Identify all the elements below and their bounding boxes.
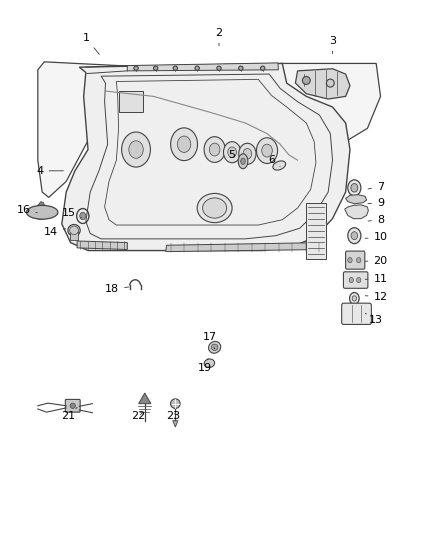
Polygon shape [38, 62, 149, 197]
Ellipse shape [350, 293, 359, 304]
Polygon shape [166, 243, 326, 252]
Ellipse shape [357, 277, 361, 282]
Ellipse shape [203, 198, 226, 218]
Ellipse shape [351, 232, 357, 240]
Ellipse shape [195, 66, 199, 70]
Bar [119, 91, 143, 112]
Ellipse shape [70, 226, 78, 235]
Ellipse shape [262, 144, 272, 157]
Ellipse shape [70, 403, 75, 408]
Text: 16: 16 [16, 205, 37, 215]
Polygon shape [345, 205, 368, 219]
Polygon shape [346, 195, 367, 204]
Ellipse shape [239, 143, 256, 164]
Ellipse shape [204, 359, 215, 368]
Text: 13: 13 [365, 313, 383, 325]
Text: 11: 11 [365, 274, 388, 284]
Text: 22: 22 [131, 411, 145, 422]
Text: 4: 4 [36, 166, 64, 176]
Ellipse shape [357, 257, 361, 263]
Ellipse shape [243, 149, 252, 159]
Ellipse shape [208, 342, 221, 353]
Ellipse shape [348, 180, 361, 196]
FancyBboxPatch shape [65, 399, 80, 412]
Polygon shape [139, 393, 151, 403]
Text: 23: 23 [166, 411, 180, 422]
Ellipse shape [241, 158, 245, 165]
Ellipse shape [129, 141, 143, 158]
Ellipse shape [238, 154, 248, 168]
Text: 14: 14 [44, 227, 66, 237]
Ellipse shape [173, 66, 177, 70]
Ellipse shape [209, 143, 220, 156]
Ellipse shape [352, 296, 357, 301]
Text: 19: 19 [198, 359, 212, 373]
Ellipse shape [349, 277, 353, 282]
Ellipse shape [257, 138, 278, 164]
Text: 5: 5 [229, 150, 241, 161]
Ellipse shape [302, 76, 310, 84]
Text: 10: 10 [365, 232, 388, 243]
Text: 15: 15 [61, 208, 81, 219]
Polygon shape [127, 63, 279, 71]
Ellipse shape [217, 66, 221, 70]
Ellipse shape [326, 79, 334, 87]
Ellipse shape [273, 161, 286, 170]
Ellipse shape [204, 136, 225, 163]
Polygon shape [173, 421, 178, 427]
Polygon shape [295, 69, 350, 99]
Text: 6: 6 [268, 155, 280, 166]
Text: 1: 1 [82, 33, 99, 54]
Ellipse shape [261, 66, 265, 70]
Ellipse shape [134, 66, 138, 70]
Text: 8: 8 [368, 215, 384, 225]
Ellipse shape [122, 132, 150, 167]
Ellipse shape [26, 205, 58, 219]
Text: 3: 3 [329, 36, 336, 54]
Ellipse shape [223, 142, 241, 163]
Text: 9: 9 [368, 198, 384, 208]
Polygon shape [62, 63, 350, 251]
Ellipse shape [348, 257, 352, 263]
Text: 17: 17 [203, 332, 217, 349]
Ellipse shape [212, 344, 218, 351]
Ellipse shape [177, 136, 191, 152]
Ellipse shape [197, 193, 232, 223]
Ellipse shape [228, 147, 237, 157]
Ellipse shape [239, 66, 243, 70]
Text: 21: 21 [61, 407, 77, 422]
Text: 18: 18 [105, 284, 129, 294]
FancyBboxPatch shape [346, 251, 365, 269]
Text: 7: 7 [368, 182, 384, 192]
FancyBboxPatch shape [342, 303, 371, 325]
Ellipse shape [348, 228, 361, 244]
Ellipse shape [153, 66, 158, 70]
Ellipse shape [170, 399, 180, 408]
Polygon shape [77, 241, 127, 249]
Bar [70, 232, 78, 240]
Text: 12: 12 [365, 292, 388, 302]
Bar [306, 203, 326, 259]
Ellipse shape [351, 183, 358, 192]
Text: 2: 2 [215, 28, 223, 46]
Polygon shape [33, 201, 46, 220]
Ellipse shape [171, 128, 198, 160]
Ellipse shape [80, 212, 86, 220]
Ellipse shape [68, 224, 80, 236]
FancyBboxPatch shape [343, 272, 368, 288]
Polygon shape [280, 63, 381, 144]
Text: 20: 20 [365, 256, 388, 266]
